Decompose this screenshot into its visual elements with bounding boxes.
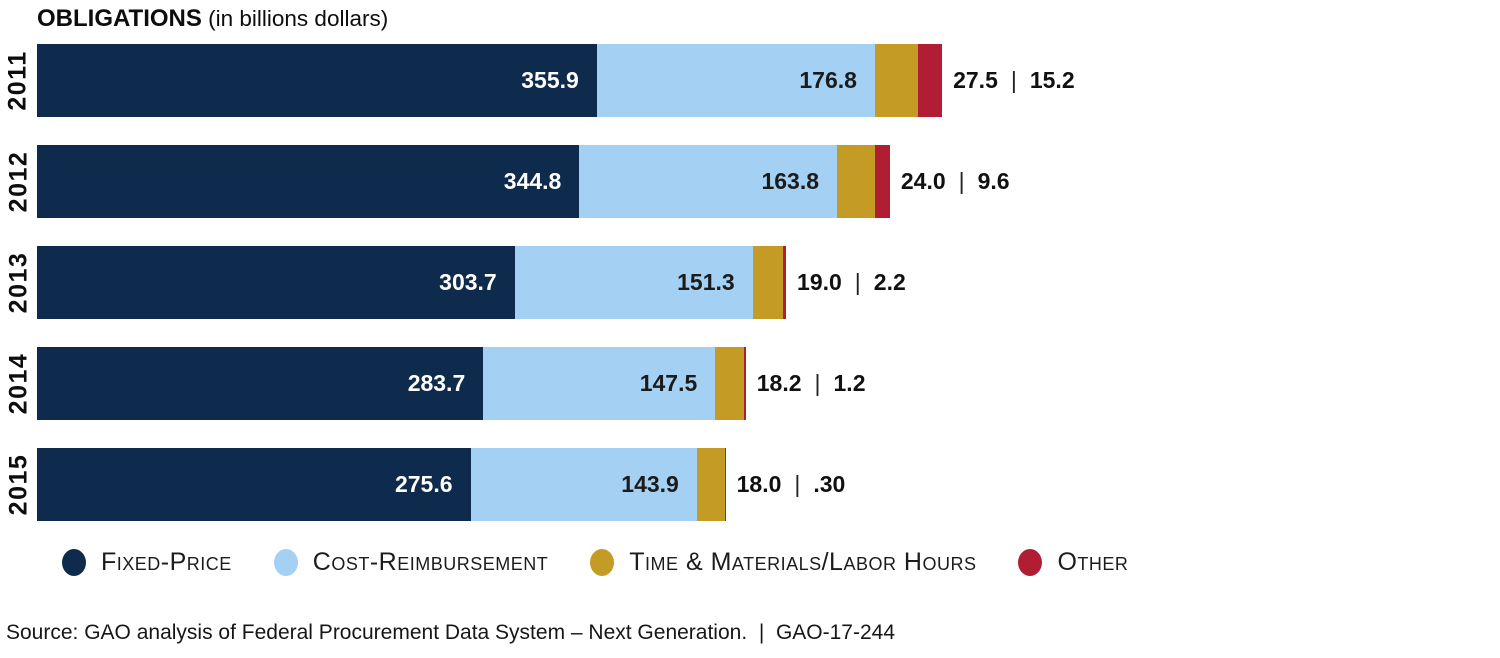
legend-item-cost-reimbursement: Cost-Reimbursement [273, 548, 549, 577]
legend-label: Time & Materials/Labor Hours [629, 548, 977, 576]
legend-label: Cost-Reimbursement [312, 548, 549, 576]
segment-other [782, 246, 787, 319]
bar-row-2013: 2013 303.7 151.3 19.0 | 2.2 [0, 246, 1075, 319]
legend-item-time-materials-labor-hours: Time & Materials/Labor Hours [590, 548, 976, 577]
value-label-fixed-price: 275.6 [394, 471, 453, 497]
stacked-bar-2014: 283.7 147.5 [37, 347, 746, 420]
year-axis-cell: 2014 [0, 347, 37, 420]
legend-item-fixed-price: Fixed-Price [62, 548, 232, 577]
value-label-other: 1.2 [833, 370, 866, 396]
value-label-cost-reimbursement: 143.9 [621, 471, 679, 497]
segment-other [743, 347, 746, 420]
legend-marker-time-materials-labor-hours-icon [590, 549, 615, 576]
bar-row-2015: 2015 275.6 143.9 18.0 | .30 [0, 448, 1075, 521]
outside-values: 18.0 | .30 [737, 471, 846, 498]
value-label-fixed-price: 283.7 [407, 370, 466, 396]
legend-label: Fixed-Price [101, 548, 232, 576]
chart-title: OBLIGATIONS (in billions dollars) [37, 4, 388, 37]
segment-fixed-price: 355.9 [37, 44, 597, 117]
legend-marker-fixed-price-icon [62, 549, 86, 576]
segment-cost-reimbursement: 147.5 [483, 347, 716, 420]
chart-title-subtitle: (in billions dollars) [201, 6, 389, 31]
year-axis-cell: 2012 [0, 145, 37, 218]
legend-marker-cost-reimbursement-icon [273, 549, 298, 576]
segment-time-materials-labor-hours [837, 145, 875, 218]
value-label-fixed-price: 344.8 [503, 168, 562, 194]
value-label-time-materials: 18.2 [756, 370, 802, 396]
value-label-other: 2.2 [873, 269, 906, 295]
pipe-separator: | [814, 370, 821, 396]
year-axis-cell: 2011 [0, 44, 37, 117]
value-label-time-materials: 19.0 [797, 269, 842, 295]
value-label-cost-reimbursement: 151.3 [677, 269, 735, 295]
stacked-bar-2012: 344.8 163.8 [37, 145, 890, 218]
segment-fixed-price: 344.8 [37, 145, 580, 218]
pipe-separator: | [1010, 67, 1017, 93]
value-label-time-materials: 27.5 [953, 67, 998, 93]
stacked-bar-chart: 2011 355.9 176.8 27.5 | 15.2 2012 344.8 163.8 24.… [0, 44, 1075, 549]
legend-item-other: Other [1018, 548, 1128, 577]
value-label-cost-reimbursement: 163.8 [761, 168, 820, 194]
outside-values: 27.5 | 15.2 [953, 67, 1075, 94]
segment-cost-reimbursement: 143.9 [470, 448, 697, 521]
value-label-cost-reimbursement: 147.5 [639, 370, 698, 396]
segment-cost-reimbursement: 176.8 [596, 44, 875, 117]
segment-cost-reimbursement: 151.3 [514, 246, 753, 319]
stacked-bar-2015: 275.6 143.9 [37, 448, 726, 521]
pipe-separator: | [854, 269, 861, 295]
segment-other [874, 145, 890, 218]
stacked-bar-2011: 355.9 176.8 [37, 44, 943, 117]
segment-time-materials-labor-hours [715, 347, 744, 420]
segment-time-materials-labor-hours [874, 44, 919, 117]
value-label-other: 9.6 [977, 168, 1010, 194]
source-note: Source: GAO analysis of Federal Procurem… [6, 621, 896, 644]
pipe-separator: | [958, 168, 965, 194]
year-axis-cell: 2013 [0, 246, 37, 319]
pipe-separator: | [794, 471, 801, 497]
chart-title-main: OBLIGATIONS [37, 5, 202, 32]
year-label: 2012 [4, 150, 32, 213]
segment-other [918, 44, 943, 117]
value-label-other: .30 [813, 471, 846, 497]
segment-cost-reimbursement: 163.8 [579, 145, 838, 218]
year-label: 2014 [4, 352, 32, 415]
value-label-fixed-price: 303.7 [439, 269, 497, 295]
year-label: 2015 [4, 453, 32, 516]
legend-label: Other [1057, 548, 1129, 576]
bar-row-2012: 2012 344.8 163.8 24.0 | 9.6 [0, 145, 1075, 218]
legend: Fixed-Price Cost-Reimbursement Time & Mate… [62, 548, 1128, 577]
value-label-cost-reimbursement: 176.8 [799, 67, 857, 93]
value-label-fixed-price: 355.9 [521, 67, 579, 93]
legend-marker-other-icon [1018, 549, 1043, 576]
value-label-time-materials: 18.0 [736, 471, 782, 497]
segment-fixed-price: 283.7 [37, 347, 484, 420]
bar-row-2011: 2011 355.9 176.8 27.5 | 15.2 [0, 44, 1075, 117]
outside-values: 19.0 | 2.2 [797, 269, 906, 296]
year-label: 2013 [4, 251, 32, 314]
segment-fixed-price: 275.6 [37, 448, 471, 521]
bar-row-2014: 2014 283.7 147.5 18.2 | 1.2 [0, 347, 1075, 420]
stacked-bar-2013: 303.7 151.3 [37, 246, 787, 319]
value-label-time-materials: 24.0 [900, 168, 946, 194]
segment-time-materials-labor-hours [696, 448, 726, 521]
year-axis-cell: 2015 [0, 448, 37, 521]
value-label-other: 15.2 [1029, 67, 1075, 93]
segment-fixed-price: 303.7 [37, 246, 515, 319]
segment-time-materials-labor-hours [752, 246, 783, 319]
year-label: 2011 [4, 50, 32, 111]
outside-values: 24.0 | 9.6 [901, 168, 1010, 195]
outside-values: 18.2 | 1.2 [757, 370, 866, 397]
